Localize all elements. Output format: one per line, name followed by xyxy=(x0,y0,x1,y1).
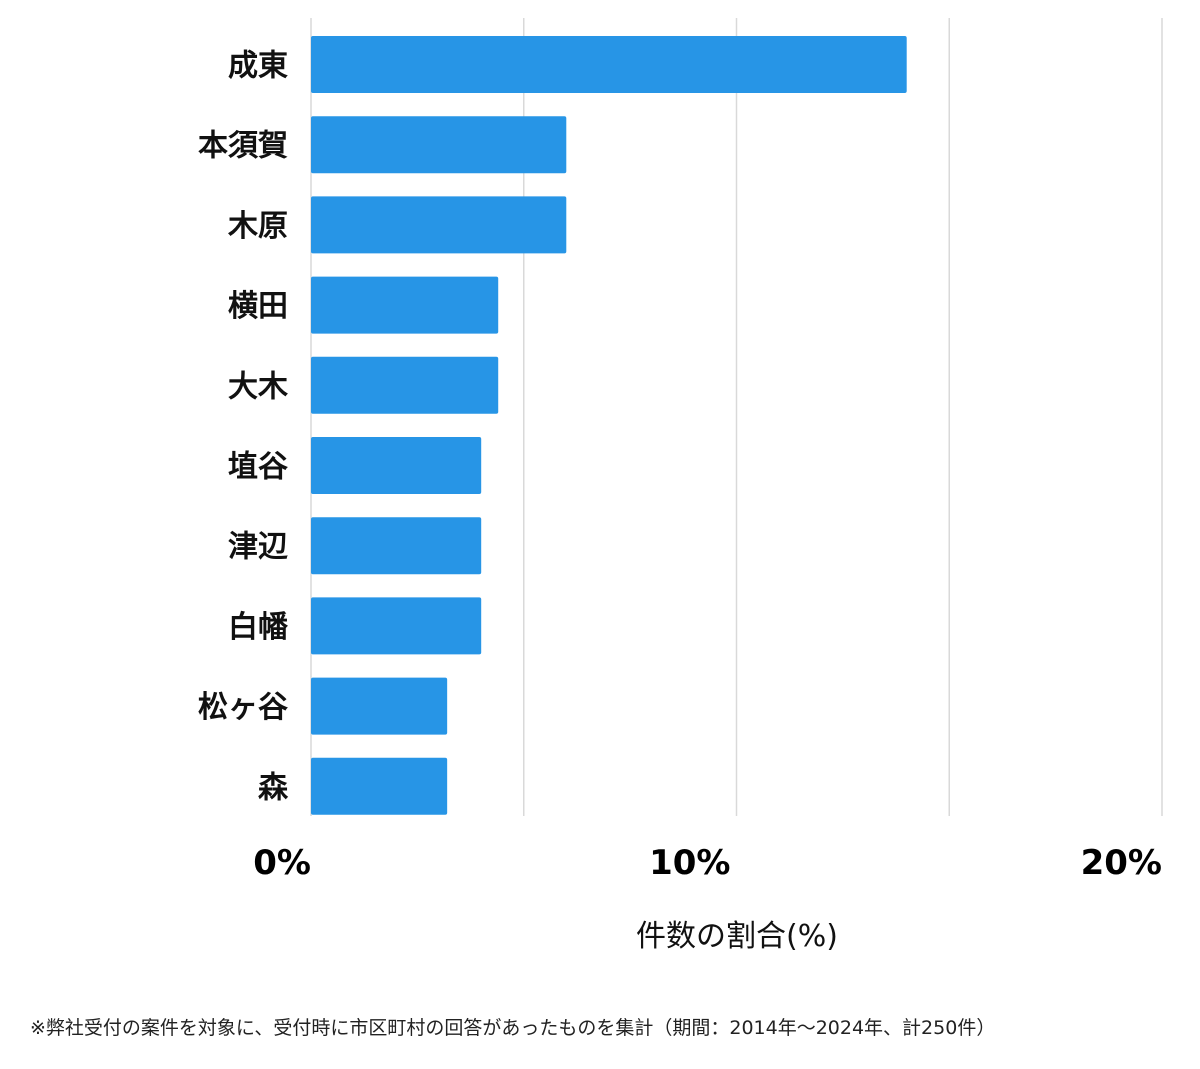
x-tick-label: 10% xyxy=(649,843,730,883)
bar xyxy=(311,677,448,735)
tick-labels: 0% 10% 20% xyxy=(253,843,1162,883)
category-label: 木原 xyxy=(227,209,288,244)
category-label: 埴谷 xyxy=(228,450,288,485)
category-label: 白幡 xyxy=(228,610,288,645)
bar xyxy=(311,116,567,174)
category-label: 津辺 xyxy=(228,530,288,565)
bar xyxy=(311,196,567,254)
bar xyxy=(311,276,499,334)
category-label: 松ヶ谷 xyxy=(198,690,288,725)
bar xyxy=(311,517,482,575)
bar xyxy=(311,437,482,494)
category-label: 森 xyxy=(258,770,289,805)
bar xyxy=(311,597,482,655)
x-axis-title: 件数の割合(%) xyxy=(636,919,838,954)
category-label: 成東 xyxy=(228,49,288,84)
category-label: 横田 xyxy=(228,289,288,324)
footnote: ※弊社受付の案件を対象に、受付時に市区町村の回答があったものを集計（期間：201… xyxy=(30,1017,996,1039)
bar xyxy=(311,36,907,93)
bar xyxy=(311,757,448,815)
category-label: 大木 xyxy=(228,369,288,404)
x-tick-label: 0% xyxy=(253,843,311,883)
bar xyxy=(311,356,499,414)
category-label: 本須賀 xyxy=(198,129,288,164)
x-tick-label: 20% xyxy=(1081,843,1162,883)
bars xyxy=(311,36,907,815)
